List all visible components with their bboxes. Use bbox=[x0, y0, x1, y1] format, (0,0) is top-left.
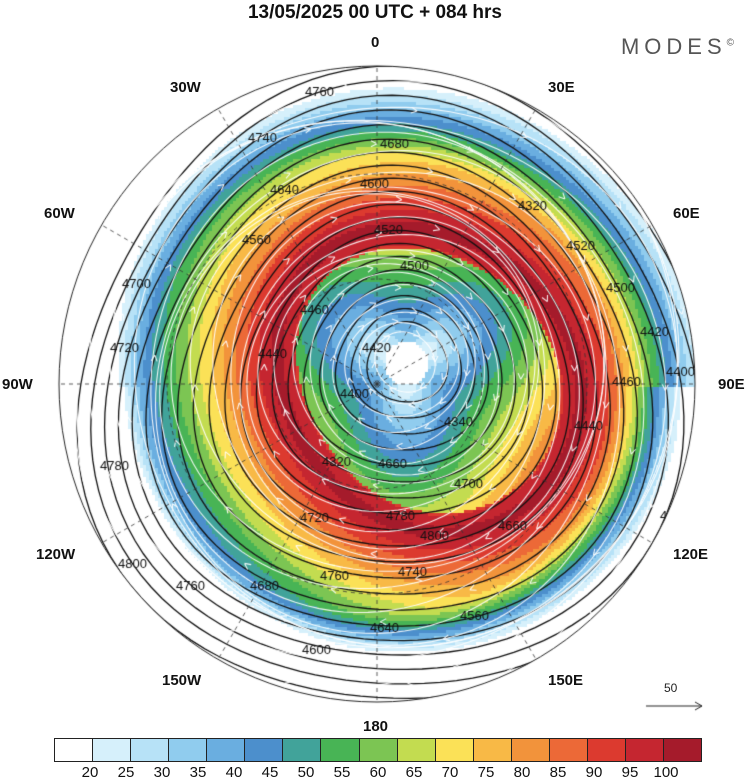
lon-label-180: 180 bbox=[363, 718, 389, 735]
lon-label-150e: 150E bbox=[548, 672, 584, 689]
lon-label-120e: 120E bbox=[673, 546, 709, 563]
colorbar-tick-label: 50 bbox=[297, 764, 315, 781]
colorbar-tick-label: 65 bbox=[405, 764, 423, 781]
colorbar-swatch bbox=[473, 739, 512, 761]
colorbar-tick-label: 20 bbox=[81, 764, 99, 781]
colorbar-swatch bbox=[435, 739, 474, 761]
lon-label-90w: 90W bbox=[2, 376, 33, 393]
colorbar-swatch bbox=[511, 739, 550, 761]
colorbar-tick-label: 80 bbox=[513, 764, 531, 781]
brand-logo: MODES© bbox=[620, 34, 734, 59]
colorbar-tick-label: 95 bbox=[621, 764, 639, 781]
vector-reference-label: 50 bbox=[664, 681, 678, 695]
lon-label-60w: 60W bbox=[44, 205, 75, 222]
colorbar-tick-label: 45 bbox=[261, 764, 279, 781]
colorbar-swatch bbox=[245, 739, 284, 761]
lon-label-60e: 60E bbox=[673, 205, 700, 222]
colorbar-swatch bbox=[55, 739, 94, 761]
colorbar-swatch bbox=[549, 739, 588, 761]
colorbar-swatch bbox=[93, 739, 132, 761]
colorbar-swatch bbox=[359, 739, 398, 761]
colorbar-swatch bbox=[397, 739, 436, 761]
colorbar-swatch bbox=[283, 739, 322, 761]
colorbar-swatch bbox=[169, 739, 208, 761]
colorbar-tick-label: 55 bbox=[333, 764, 351, 781]
lon-label-90e: 90E bbox=[718, 376, 745, 393]
colorbar-swatch bbox=[664, 739, 702, 761]
colorbar-tick-label: 25 bbox=[117, 764, 135, 781]
lon-label-150w: 150W bbox=[162, 672, 202, 689]
lon-label-120w: 120W bbox=[36, 546, 76, 563]
colorbar-swatch bbox=[321, 739, 360, 761]
map-title: 13/05/2025 00 UTC + 084 hrs bbox=[247, 2, 503, 23]
colorbar-swatch bbox=[131, 739, 170, 761]
colorbar-tick-label: 85 bbox=[549, 764, 567, 781]
colorbar-tick-label: 60 bbox=[369, 764, 387, 781]
colorbar bbox=[54, 738, 702, 762]
colorbar-swatch bbox=[207, 739, 246, 761]
lon-label-0: 0 bbox=[371, 34, 380, 51]
colorbar-tick-label: 40 bbox=[225, 764, 243, 781]
colorbar-tick-label: 100 bbox=[653, 764, 679, 781]
colorbar-tick-label: 30 bbox=[153, 764, 171, 781]
colorbar-swatch bbox=[625, 739, 664, 761]
colorbar-tick-label: 35 bbox=[189, 764, 207, 781]
colorbar-ticks: 20 25 30 35 40 45 50 55 60 65 70 75 80 85 90 95 100 bbox=[54, 764, 702, 782]
colorbar-tick-label: 75 bbox=[477, 764, 495, 781]
lon-label-30w: 30W bbox=[170, 79, 201, 96]
colorbar-swatch bbox=[587, 739, 626, 761]
colorbar-tick-label: 70 bbox=[441, 764, 459, 781]
colorbar-tick-label: 90 bbox=[585, 764, 603, 781]
lon-label-30e: 30E bbox=[548, 79, 575, 96]
